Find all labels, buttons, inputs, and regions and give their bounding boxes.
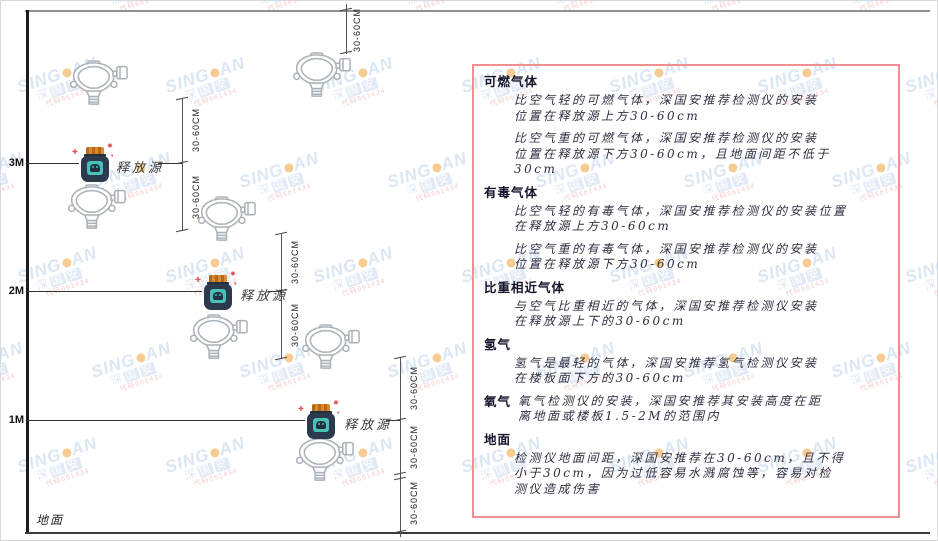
sparkle-icon: ✹ xyxy=(107,143,113,150)
section-heading-oxygen: 氧气 xyxy=(484,393,512,409)
release-source-label: 释放源 xyxy=(116,161,165,176)
section-paragraph: 检测仪地面间距，深国安推荐在30-60cm，且不得 小于30cm，因为过低容易水… xyxy=(514,450,846,496)
section-heading-ground: 地面 xyxy=(484,431,512,447)
section-paragraph: 氧气检测仪的安装，深国安推荐其安装高度在距 离地面或楼板1.5-2M的范围内 xyxy=(518,393,823,424)
section-paragraph: 比空气轻的有毒气体，深国安推荐检测仪的安装位置 在释放源上方30-60cm xyxy=(514,203,848,234)
section-heading-toxic: 有毒气体 xyxy=(484,184,539,200)
info-panel: 可燃气体 比空气轻的可燃气体，深国安推荐检测仪的安装 位置在释放源上方30-60… xyxy=(472,64,900,518)
sparkle-icon: ✹ xyxy=(333,400,339,407)
dim-tick xyxy=(176,228,188,233)
ground-label: 地面 xyxy=(36,513,65,527)
dim-label: 30-60CM xyxy=(409,425,419,470)
release-source-icon: ✚ ✹ • xyxy=(195,271,237,311)
gas-detector-icon xyxy=(67,184,126,229)
brand-dot-icon xyxy=(430,162,443,174)
level-line-3m-ext xyxy=(158,163,182,164)
section-paragraph: 比空气重的可燃气体，深国安推荐检测仪的安装 位置在释放源下方30-60cm，且地… xyxy=(514,131,831,176)
level-line-3m xyxy=(27,163,79,164)
height-label-2m: 2M xyxy=(8,285,24,297)
level-line-2m xyxy=(27,291,202,292)
section-heading-hydrogen: 氢气 xyxy=(484,336,512,352)
brand-dot-icon xyxy=(208,257,221,269)
ground-line xyxy=(25,532,930,534)
dim-line-ceiling xyxy=(346,4,347,54)
section-paragraph: 比空气重的有毒气体，深国安推荐检测仪的安装 位置在释放源下方30-60cm xyxy=(514,241,819,272)
brand-dot-icon xyxy=(282,162,295,174)
dim-label: 30-60CM xyxy=(409,366,419,411)
level-line-2m-ext xyxy=(268,291,281,292)
dim-label: 30-60CM xyxy=(352,8,362,53)
sparkle-icon: ✚ xyxy=(195,277,201,284)
brand-dot-icon xyxy=(208,447,221,459)
section-heading-flammable: 可燃气体 xyxy=(484,74,539,89)
brand-dot-icon xyxy=(356,67,369,79)
dim-label: 30-60CM xyxy=(191,175,201,220)
dim-tick xyxy=(275,356,287,361)
release-source-label: 释放源 xyxy=(240,289,289,304)
brand-dot-icon xyxy=(134,352,147,364)
dim-label: 30-60CM xyxy=(290,240,300,285)
section-paragraph: 氢气是最轻的气体，深国安推荐氢气检测仪安装 在楼板面下方的30-60cm xyxy=(514,355,819,386)
section-paragraph: 比空气轻的可燃气体，深国安推荐检测仪的安装 位置在释放源上方30-60cm xyxy=(514,93,819,123)
dim-line-2m xyxy=(281,234,282,359)
release-source-icon: ✚ ✹ • xyxy=(298,400,340,440)
sparkle-icon: • xyxy=(234,281,237,288)
release-source-icon: ✚ ✹ • xyxy=(72,143,114,183)
sparkle-icon: • xyxy=(111,153,114,160)
gas-detector-icon xyxy=(301,324,360,369)
dim-line-1m xyxy=(400,358,401,537)
sparkle-icon: ✚ xyxy=(72,149,78,156)
dim-label: 30-60CM xyxy=(191,108,201,153)
gas-detector-icon xyxy=(189,314,248,359)
ceiling-line xyxy=(25,10,930,12)
dim-label: 30-60CM xyxy=(409,481,419,526)
section-oxygen-row: 氧气 氧气检测仪的安装，深国安推荐其安装高度在距 离地面或楼板1.5-2M的范围… xyxy=(484,394,884,425)
sparkle-icon: ✹ xyxy=(230,271,236,278)
level-line-1m-ext xyxy=(386,420,400,421)
brand-dot-icon xyxy=(430,352,443,364)
gas-detector-icon xyxy=(292,52,351,97)
level-line-1m xyxy=(27,420,305,421)
gas-detector-icon xyxy=(295,436,354,481)
section-paragraph: 与空气比重相近的气体，深国安推荐检测仪安装 在释放源上下的30-60cm xyxy=(514,298,819,329)
dim-line-3m xyxy=(182,99,183,231)
brand-dot-icon xyxy=(208,67,221,79)
section-heading-similar-density: 比重相近气体 xyxy=(484,279,566,295)
release-source-label: 释放源 xyxy=(344,418,393,433)
sparkle-icon: ✚ xyxy=(298,406,304,413)
dim-label: 30-60CM xyxy=(290,303,300,348)
sparkle-icon: • xyxy=(337,410,340,417)
brand-dot-icon xyxy=(356,257,369,269)
brand-dot-icon xyxy=(356,447,369,459)
gas-detector-icon xyxy=(69,60,128,105)
brand-dot-icon xyxy=(60,447,73,459)
left-wall-line xyxy=(26,10,29,534)
height-label-1m: 1M xyxy=(8,414,24,426)
brand-dot-icon xyxy=(60,257,73,269)
gas-detector-icon xyxy=(197,196,256,241)
height-label-3m: 3M xyxy=(8,157,24,169)
